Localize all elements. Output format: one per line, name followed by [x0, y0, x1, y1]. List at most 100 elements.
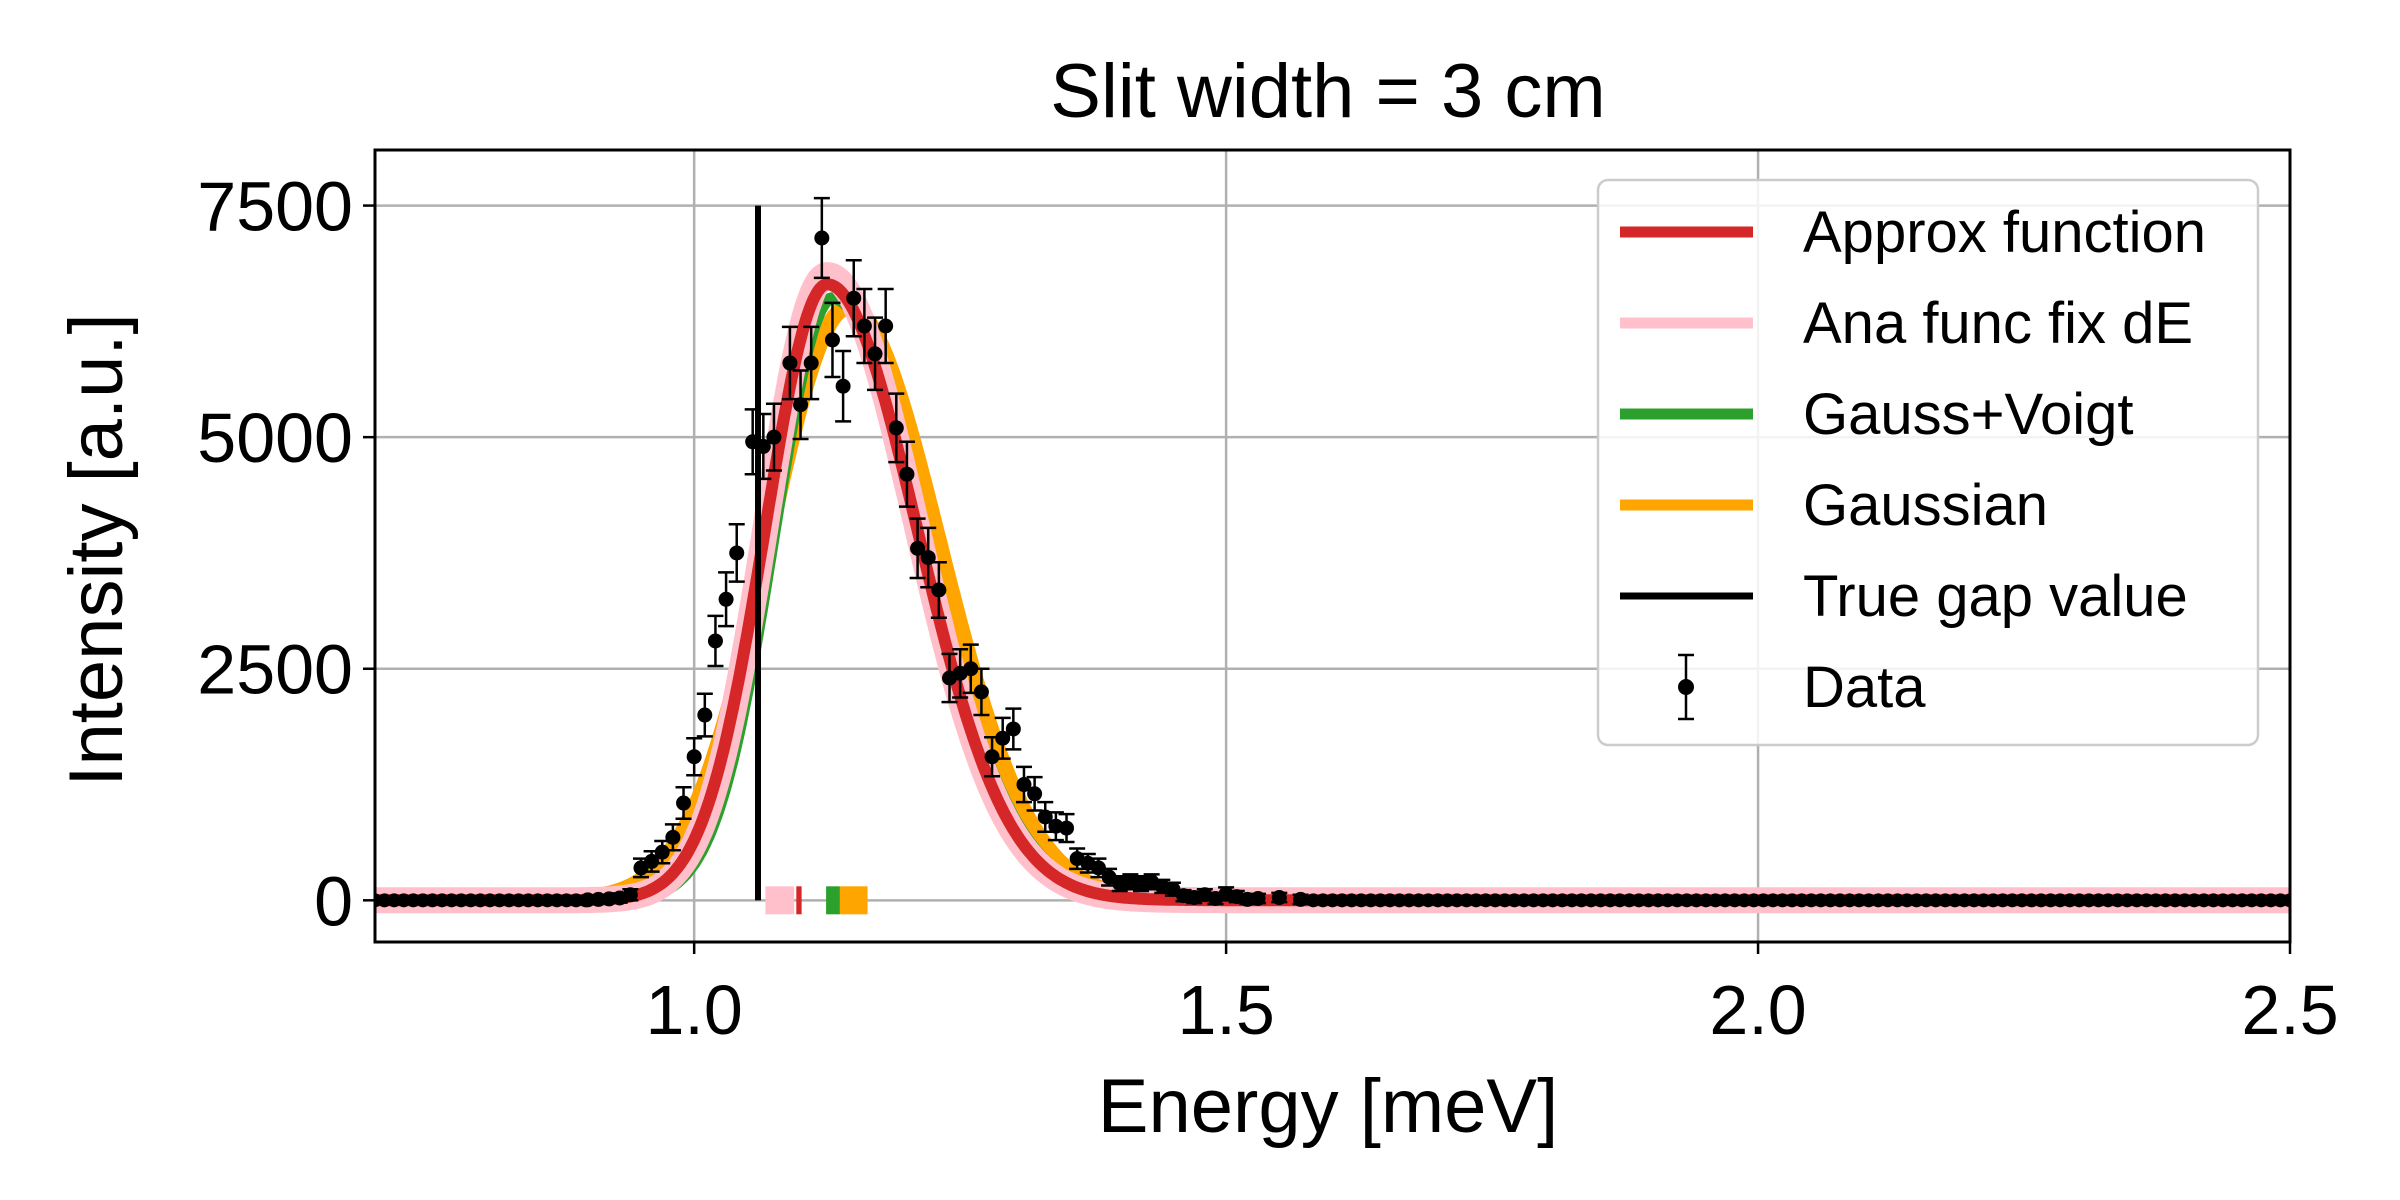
baseline-data-point [1689, 893, 1704, 908]
baseline-data-point [1335, 893, 1350, 908]
data-marker [1027, 786, 1043, 802]
baseline-data-point [2014, 893, 2029, 908]
baseline-data-point [2283, 893, 2290, 908]
baseline-data-point [387, 893, 402, 908]
data-point [1015, 765, 1032, 804]
baseline-data-point [2062, 893, 2077, 908]
legend-item: Data [1678, 653, 1926, 721]
baseline-data-point [1947, 893, 1962, 908]
data-marker [984, 749, 1000, 765]
legend-item: Gauss+Voigt [1620, 382, 2134, 447]
baseline-data-point [1785, 893, 1800, 908]
baseline-data-point [1612, 893, 1627, 908]
baseline-data-point [1545, 893, 1560, 908]
baseline-data-point [1708, 893, 1723, 908]
data-point [1133, 874, 1149, 893]
baseline-data-point [1507, 893, 1522, 908]
data-marker [835, 378, 851, 394]
baseline-data-point [540, 893, 555, 908]
baseline-data-point [1718, 893, 1733, 908]
baseline-data-point [2034, 893, 2049, 908]
data-point [1090, 857, 1107, 879]
baseline-data-point [1842, 893, 1857, 908]
data-marker [676, 795, 692, 811]
baseline-data-point [2177, 893, 2192, 908]
data-marker [718, 591, 734, 607]
baseline-data-point [2081, 893, 2096, 908]
data-marker [793, 397, 809, 413]
baseline-data-point [2225, 893, 2240, 908]
data-marker [803, 355, 819, 371]
baseline-data-point [1804, 893, 1819, 908]
baseline-data-point [1651, 893, 1666, 908]
data-point [930, 560, 947, 620]
baseline-data-point [2053, 893, 2068, 908]
baseline-data-point [406, 893, 421, 908]
baseline-data-point [502, 893, 517, 908]
data-marker [846, 290, 862, 306]
baseline-data-point [2024, 893, 2039, 908]
baseline-data-point [2263, 893, 2278, 908]
gap-marker-ana-func-fix-de [765, 886, 795, 915]
baseline-data-point [1919, 893, 1934, 908]
baseline-data-point [1794, 893, 1809, 908]
data-marker [766, 429, 782, 445]
baseline-data-point [559, 893, 574, 908]
baseline-data-point [1976, 893, 1991, 908]
gap-marker-gauss-voigt [826, 886, 840, 915]
data-point [755, 412, 772, 481]
baseline-data-point [1861, 893, 1876, 908]
baseline-data-point [415, 893, 430, 908]
gap-marker-gaussian [839, 886, 868, 915]
legend-item: Ana func fix dE [1620, 291, 2193, 356]
y-tick-label: 7500 [197, 168, 353, 246]
data-marker [1059, 820, 1075, 836]
baseline-data-point [1517, 893, 1531, 908]
data-marker [995, 730, 1011, 746]
baseline-data-point [1593, 893, 1608, 908]
baseline-data-point [1584, 893, 1599, 908]
baseline-data-point [1967, 893, 1982, 908]
baseline-data-point [2158, 893, 2173, 908]
data-point [909, 517, 926, 580]
baseline-data-point [1363, 893, 1378, 908]
y-tick-label: 2500 [197, 631, 353, 709]
baseline-data-point [463, 893, 478, 908]
baseline-data-point [1603, 893, 1618, 908]
baseline-data-point [1986, 893, 2001, 908]
x-axis-label: Energy [meV] [1098, 1064, 1558, 1149]
data-marker [963, 661, 979, 677]
baseline-data-point [1382, 893, 1397, 908]
baseline-data-point [2101, 893, 2116, 908]
baseline-data-point [425, 893, 440, 908]
data-marker [697, 707, 713, 723]
chart-title: Slit width = 3 cm [1050, 49, 1605, 134]
data-marker [910, 540, 926, 556]
legend-label: True gap value [1803, 564, 2188, 629]
y-axis-label: Intensity [a.u.] [54, 313, 139, 786]
baseline-data-point [2244, 893, 2259, 908]
data-marker [899, 466, 915, 482]
baseline-data-point [1641, 893, 1656, 908]
data-point [1026, 775, 1043, 812]
baseline-data-point [511, 893, 526, 908]
baseline-data-point [1890, 893, 1905, 908]
data-marker [644, 853, 660, 869]
data-marker [654, 844, 670, 860]
baseline-data-point [2129, 893, 2144, 908]
baseline-data-point [530, 893, 545, 908]
plot-area [375, 196, 2290, 915]
baseline-data-point [1354, 893, 1369, 908]
data-marker [824, 332, 840, 348]
data-marker [888, 420, 904, 436]
legend-item: Approx function [1620, 200, 2206, 265]
data-point [1292, 891, 1309, 907]
baseline-data-point [1459, 893, 1474, 908]
baseline-data-point [2187, 893, 2202, 908]
baseline-data-point [1392, 893, 1407, 908]
baseline-data-point [2043, 893, 2058, 908]
baseline-data-point [1756, 893, 1771, 908]
baseline-data-point [1344, 893, 1359, 908]
data-point [824, 301, 841, 379]
